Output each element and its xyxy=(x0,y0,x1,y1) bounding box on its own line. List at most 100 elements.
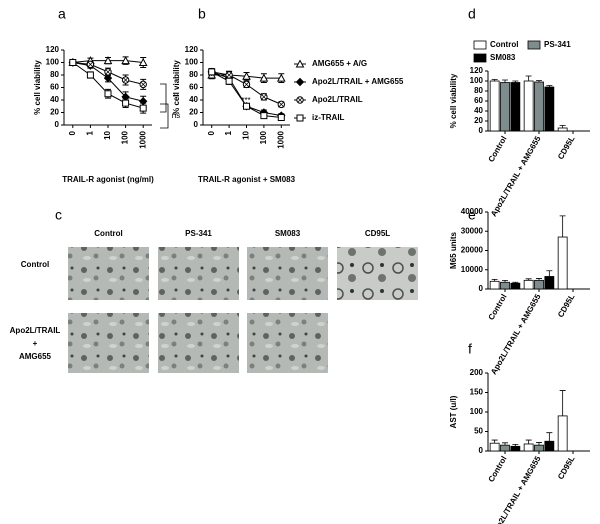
column-label: CD95L xyxy=(365,229,390,238)
y-tick-label: 100 xyxy=(46,58,60,67)
bar xyxy=(510,445,521,452)
panel-letter: e xyxy=(468,207,476,223)
y-axis-label: AST (u/l) xyxy=(449,395,458,428)
y-tick-label: 60 xyxy=(50,83,59,92)
y-tick-label: 0 xyxy=(479,284,484,293)
column-label: Control xyxy=(94,229,122,238)
y-tick-label: 80 xyxy=(474,86,483,95)
y-tick-label: 0 xyxy=(479,446,484,455)
micrograph xyxy=(247,247,328,300)
marker xyxy=(86,71,94,79)
error-bar xyxy=(491,439,498,444)
bar xyxy=(557,236,568,290)
marker-cross xyxy=(88,62,93,67)
bar xyxy=(557,415,568,452)
legend-label: AMG655 + A/G xyxy=(312,59,367,68)
y-tick-label: 120 xyxy=(46,45,60,54)
x-tick-label: Control xyxy=(487,135,509,164)
error-bar xyxy=(546,270,553,277)
error-bar xyxy=(502,79,508,83)
x-tick-label: 0 xyxy=(207,130,216,135)
legend-label: Apo2L/TRAIL xyxy=(312,95,363,104)
marker-cross xyxy=(261,94,267,100)
marker xyxy=(296,114,304,122)
bar xyxy=(544,440,555,452)
error-bar xyxy=(512,80,519,83)
y-tick-label: 150 xyxy=(470,388,484,397)
micrograph xyxy=(68,313,149,373)
y-tick-label: 40 xyxy=(474,106,483,115)
marker xyxy=(103,56,113,65)
series: iz-TRAIL xyxy=(208,68,345,122)
bar xyxy=(523,279,534,290)
panel-letter: f xyxy=(468,341,472,357)
marker-cross xyxy=(140,82,146,87)
y-tick-label: 80 xyxy=(50,70,59,79)
bar xyxy=(489,80,500,132)
x-tick-label: 1000 xyxy=(276,130,285,148)
marker-cross xyxy=(226,72,232,78)
marker xyxy=(276,73,286,82)
y-tick-label: 100 xyxy=(470,76,484,85)
micrograph xyxy=(158,247,239,300)
marker xyxy=(104,90,112,98)
marker xyxy=(225,77,233,85)
series: Apo2L/TRAIL xyxy=(208,68,363,109)
x-tick-label: 1000 xyxy=(138,130,147,148)
y-tick-label: 20000 xyxy=(461,246,484,255)
bracket xyxy=(160,83,169,129)
micrograph xyxy=(68,247,149,300)
y-tick-label: 40 xyxy=(50,95,59,104)
series xyxy=(68,56,148,68)
error-bar xyxy=(491,79,498,81)
y-tick-label: 20 xyxy=(50,108,59,117)
y-axis-label: M65 units xyxy=(449,232,458,269)
bar xyxy=(500,444,510,452)
y-tick-label: 120 xyxy=(185,45,199,54)
y-axis-label: % cell viability xyxy=(33,60,42,115)
y-tick-label: 100 xyxy=(185,58,199,67)
marker xyxy=(259,73,269,82)
legend-label: Control xyxy=(490,40,518,49)
legend-swatch xyxy=(473,53,487,63)
bar xyxy=(544,276,555,290)
series xyxy=(69,59,147,114)
panel-letter: d xyxy=(468,6,476,22)
bar xyxy=(500,281,510,290)
marker-cross xyxy=(244,82,249,87)
row-label: Apo2L/TRAIL xyxy=(10,326,61,335)
error-bar xyxy=(512,281,519,284)
legend-label: PS-341 xyxy=(544,40,571,49)
error-bar xyxy=(536,80,542,82)
row-label: AMG655 xyxy=(19,352,52,361)
marker xyxy=(69,59,77,66)
bar xyxy=(510,82,521,132)
error-bar xyxy=(559,215,566,238)
micrograph xyxy=(158,313,239,373)
marker-cross xyxy=(297,97,303,103)
x-tick-label: CD95L xyxy=(556,292,577,319)
error-bar xyxy=(512,443,519,447)
x-tick-label: 10 xyxy=(242,130,251,139)
error-bar xyxy=(502,279,508,283)
marker xyxy=(103,73,113,83)
panel-letter: c xyxy=(55,207,62,223)
bar xyxy=(557,127,568,132)
legend-label: Apo2L/TRAIL + AMG655 xyxy=(312,77,404,86)
row-label: + xyxy=(33,339,38,348)
y-tick-label: 40000 xyxy=(461,207,484,216)
legend-label: iz-TRAIL xyxy=(312,113,345,122)
error-bar xyxy=(525,75,532,81)
column-label: SM083 xyxy=(275,229,301,238)
y-axis-label: % cell viability xyxy=(449,73,458,128)
y-tick-label: 80 xyxy=(189,70,198,79)
x-tick-label: CD95L xyxy=(556,454,577,481)
y-tick-label: 60 xyxy=(189,83,198,92)
x-axis-label: TRAIL-R agonist + SM083 xyxy=(198,175,296,184)
annotation: *** xyxy=(241,96,250,105)
y-tick-label: 120 xyxy=(470,66,484,75)
legend-swatch xyxy=(527,40,541,50)
marker xyxy=(122,99,130,107)
x-tick-label: 10 xyxy=(103,130,112,139)
